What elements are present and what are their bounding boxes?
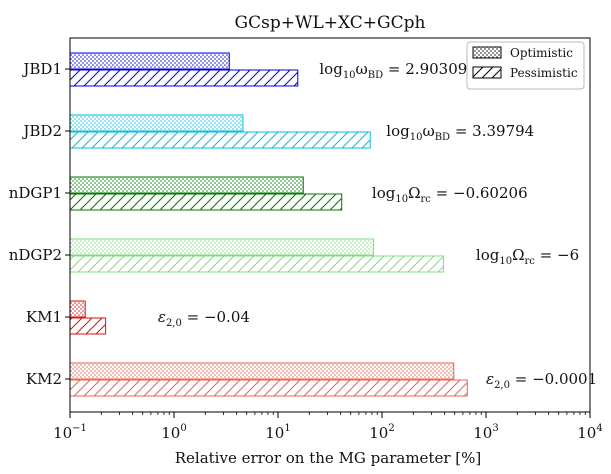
bar-optimistic-ndgp1 [69,176,304,194]
bar-pessimistic-ndgp2 [69,255,444,273]
bar-pessimistic-jbd2 [69,131,371,149]
x-axis-label: Relative error on the MG parameter [%] [175,449,482,467]
x-tick-label: 10−1 [53,423,87,442]
y-tick-label-ndgp1: nDGP1 [9,184,62,202]
plot-frame [69,37,591,413]
y-tick-label-jbd2: JBD2 [21,122,62,140]
legend-swatch-pessimistic [472,66,502,79]
legend: Optimistic Pessimistic [466,41,585,90]
bar-optimistic-km2 [69,362,455,380]
annotation-km2: ε2,0 = −0.0001 [486,370,597,391]
bar-pessimistic-km1 [69,317,107,335]
y-tick-label-km1: KM1 [26,308,62,326]
bar-optimistic-jbd2 [69,114,244,132]
y-tick-label-jbd1: JBD1 [21,60,62,78]
x-axis: 10−1 100 101 102 103 104 [53,412,603,442]
annotations-layer: log10ωBD = 2.90309 log10ωBD = 3.39794 log1… [158,60,597,391]
y-tick-label-km2: KM2 [26,370,62,388]
y-tick-label-ndgp2: nDGP2 [9,246,62,264]
chart-title: GCsp+WL+XC+GCph [235,13,426,33]
bar-optimistic-jbd1 [69,52,230,70]
annotation-ndgp1: log10Ωrc = −0.60206 [372,184,528,205]
legend-label-pessimistic: Pessimistic [510,66,578,80]
x-tick-label: 102 [369,423,394,442]
annotation-jbd1: log10ωBD = 2.90309 [319,60,467,81]
y-axis: JBD1 JBD2 nDGP1 nDGP2 KM1 KM2 [9,60,70,388]
annotation-km1: ε2,0 = −0.04 [158,308,250,329]
bars-layer [69,52,468,397]
annotation-jbd2: log10ωBD = 3.39794 [386,122,534,143]
x-tick-label: 100 [161,423,186,442]
legend-label-optimistic: Optimistic [510,46,573,60]
x-tick-label: 104 [577,423,602,442]
bar-pessimistic-jbd1 [69,69,299,87]
bar-pessimistic-ndgp1 [69,193,343,211]
bar-optimistic-km1 [69,300,86,318]
legend-swatch-optimistic [472,46,502,59]
x-tick-label: 103 [473,423,498,442]
x-tick-label: 101 [265,423,290,442]
bar-pessimistic-km2 [69,379,468,397]
bar-optimistic-ndgp2 [69,238,375,256]
annotation-ndgp2: log10Ωrc = −6 [476,246,579,267]
